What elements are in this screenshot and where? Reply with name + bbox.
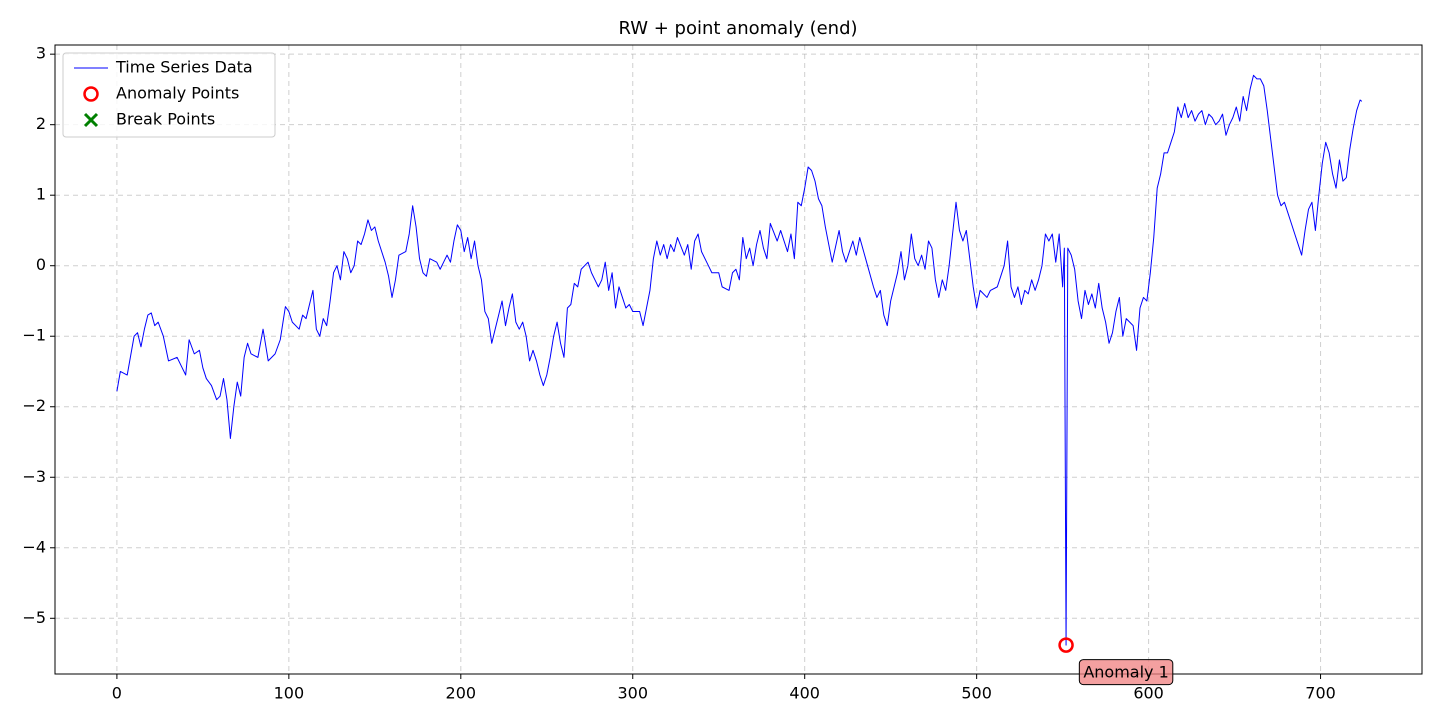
y-tick-label: 3 — [36, 44, 46, 63]
x-tick-label: 0 — [112, 684, 122, 703]
x-tick-label: 300 — [617, 684, 648, 703]
x-tick-label: 100 — [274, 684, 305, 703]
y-tick-label: −3 — [22, 467, 46, 486]
data-line — [116, 74, 1363, 646]
legend-swatch — [83, 112, 99, 128]
x-tick-label: 600 — [1133, 684, 1164, 703]
y-tick-label: −5 — [22, 608, 46, 627]
x-tick-label: 200 — [446, 684, 477, 703]
chart-title: RW + point anomaly (end) — [618, 18, 857, 39]
legend: Time Series Data Anomaly Points Break Poin… — [62, 52, 276, 138]
legend-label: Break Points — [116, 110, 215, 129]
legend-label: Time Series Data — [115, 58, 253, 77]
legend-swatch — [83, 86, 99, 102]
annotation-box — [1078, 659, 1174, 686]
annotation-label: Anomaly 1 — [1083, 663, 1168, 682]
plot-frame — [54, 44, 1423, 675]
x-tick-label: 700 — [1305, 684, 1336, 703]
legend-label: Anomaly Points — [116, 84, 239, 103]
y-tick-label: −1 — [22, 326, 46, 345]
x-tick-label: 500 — [961, 684, 992, 703]
y-tick-label: −4 — [22, 537, 46, 556]
x-tick-label: 400 — [789, 684, 820, 703]
anomaly-point — [1058, 637, 1074, 653]
legend-box — [62, 52, 276, 138]
y-tick-label: 1 — [36, 185, 46, 204]
y-tick-label: −2 — [22, 396, 46, 415]
annotation: Anomaly 1 — [1078, 659, 1174, 686]
y-tick-label: 0 — [36, 255, 46, 274]
y-tick-label: 2 — [36, 114, 46, 133]
